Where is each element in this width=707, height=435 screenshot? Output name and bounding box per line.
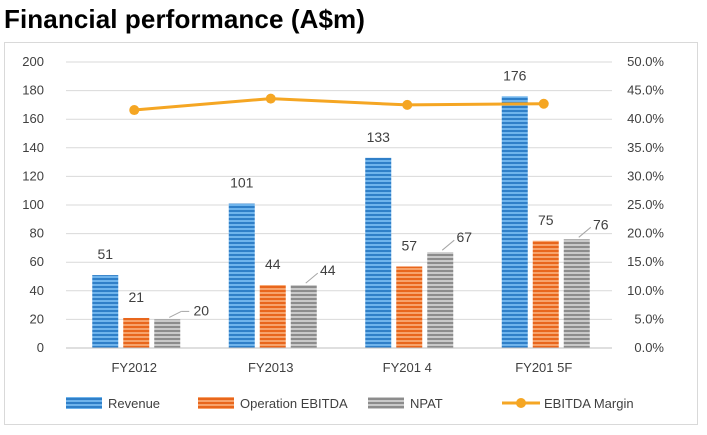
bar-operation-ebitda: [396, 266, 423, 348]
y-right-tick-label: 30.0%: [627, 168, 664, 183]
leader-line: [578, 226, 592, 238]
x-tick-label: FY2013: [248, 360, 294, 375]
data-label: 101: [230, 175, 254, 191]
legend-marker: [516, 398, 526, 408]
y-left-tick-label: 80: [30, 226, 44, 241]
chart-frame: [4, 42, 698, 425]
legend-swatch: [368, 397, 404, 409]
y-right-tick-label: 10.0%: [627, 283, 664, 298]
x-tick-label: FY2012: [111, 360, 157, 375]
legend-label: Revenue: [108, 396, 160, 411]
y-right-tick-label: 40.0%: [627, 111, 664, 126]
leader-line: [305, 272, 319, 284]
legend-label: Operation EBITDA: [240, 396, 348, 411]
y-left-tick-label: 120: [22, 168, 44, 183]
bar-revenue: [228, 203, 255, 348]
y-right-tick-label: 50.0%: [627, 54, 664, 69]
bar-npat: [563, 239, 590, 348]
bar-operation-ebitda: [259, 285, 286, 348]
y-left-tick-label: 0: [37, 340, 44, 355]
legend-swatch: [66, 397, 102, 409]
ebitda-margin-line: [134, 97, 544, 112]
y-left-tick-label: 200: [22, 54, 44, 69]
bar-revenue: [92, 275, 119, 348]
x-tick-label: FY201 4: [383, 360, 432, 375]
y-left-tick-label: 180: [22, 83, 44, 98]
legend-label: NPAT: [410, 396, 443, 411]
y-left-tick-label: 40: [30, 283, 44, 298]
legend-swatch: [198, 397, 234, 409]
bar-revenue: [365, 157, 392, 348]
y-left-tick-label: 60: [30, 254, 44, 269]
ebitda-margin-point: [538, 98, 549, 109]
y-left-tick-label: 20: [30, 311, 44, 326]
y-right-tick-label: 0.0%: [634, 340, 664, 355]
bar-npat: [154, 319, 181, 348]
y-right-tick-label: 5.0%: [634, 311, 664, 326]
y-left-tick-label: 140: [22, 140, 44, 155]
bar-revenue: [501, 96, 528, 348]
data-label: 21: [128, 289, 144, 305]
data-label: 51: [97, 246, 113, 262]
leader-line: [441, 239, 455, 251]
data-label: 44: [265, 256, 281, 272]
chart-title: Financial performance (A$m): [4, 4, 366, 34]
data-label: 75: [538, 212, 554, 228]
y-left-tick-label: 100: [22, 197, 44, 212]
data-label: 176: [503, 67, 527, 83]
y-right-tick-label: 15.0%: [627, 254, 664, 269]
bar-operation-ebitda: [532, 240, 559, 348]
y-right-tick-label: 20.0%: [627, 226, 664, 241]
y-right-tick-label: 35.0%: [627, 140, 664, 155]
ebitda-margin-point: [265, 93, 276, 104]
y-right-tick-label: 45.0%: [627, 83, 664, 98]
bar-npat: [427, 252, 454, 348]
data-label: 76: [593, 216, 609, 232]
x-tick-label: FY201 5F: [515, 360, 572, 375]
data-label: 44: [320, 262, 336, 278]
data-label: 133: [367, 129, 391, 145]
y-left-tick-label: 160: [22, 111, 44, 126]
legend-label: EBITDA Margin: [544, 396, 634, 411]
bar-operation-ebitda: [123, 317, 150, 348]
data-label: 67: [456, 229, 472, 245]
y-right-tick-label: 25.0%: [627, 197, 664, 212]
data-label: 20: [193, 302, 209, 318]
data-label: 57: [401, 237, 417, 253]
ebitda-margin-point: [129, 105, 140, 116]
leader-line: [169, 310, 182, 318]
bar-npat: [290, 285, 317, 348]
ebitda-margin-point: [402, 99, 413, 110]
